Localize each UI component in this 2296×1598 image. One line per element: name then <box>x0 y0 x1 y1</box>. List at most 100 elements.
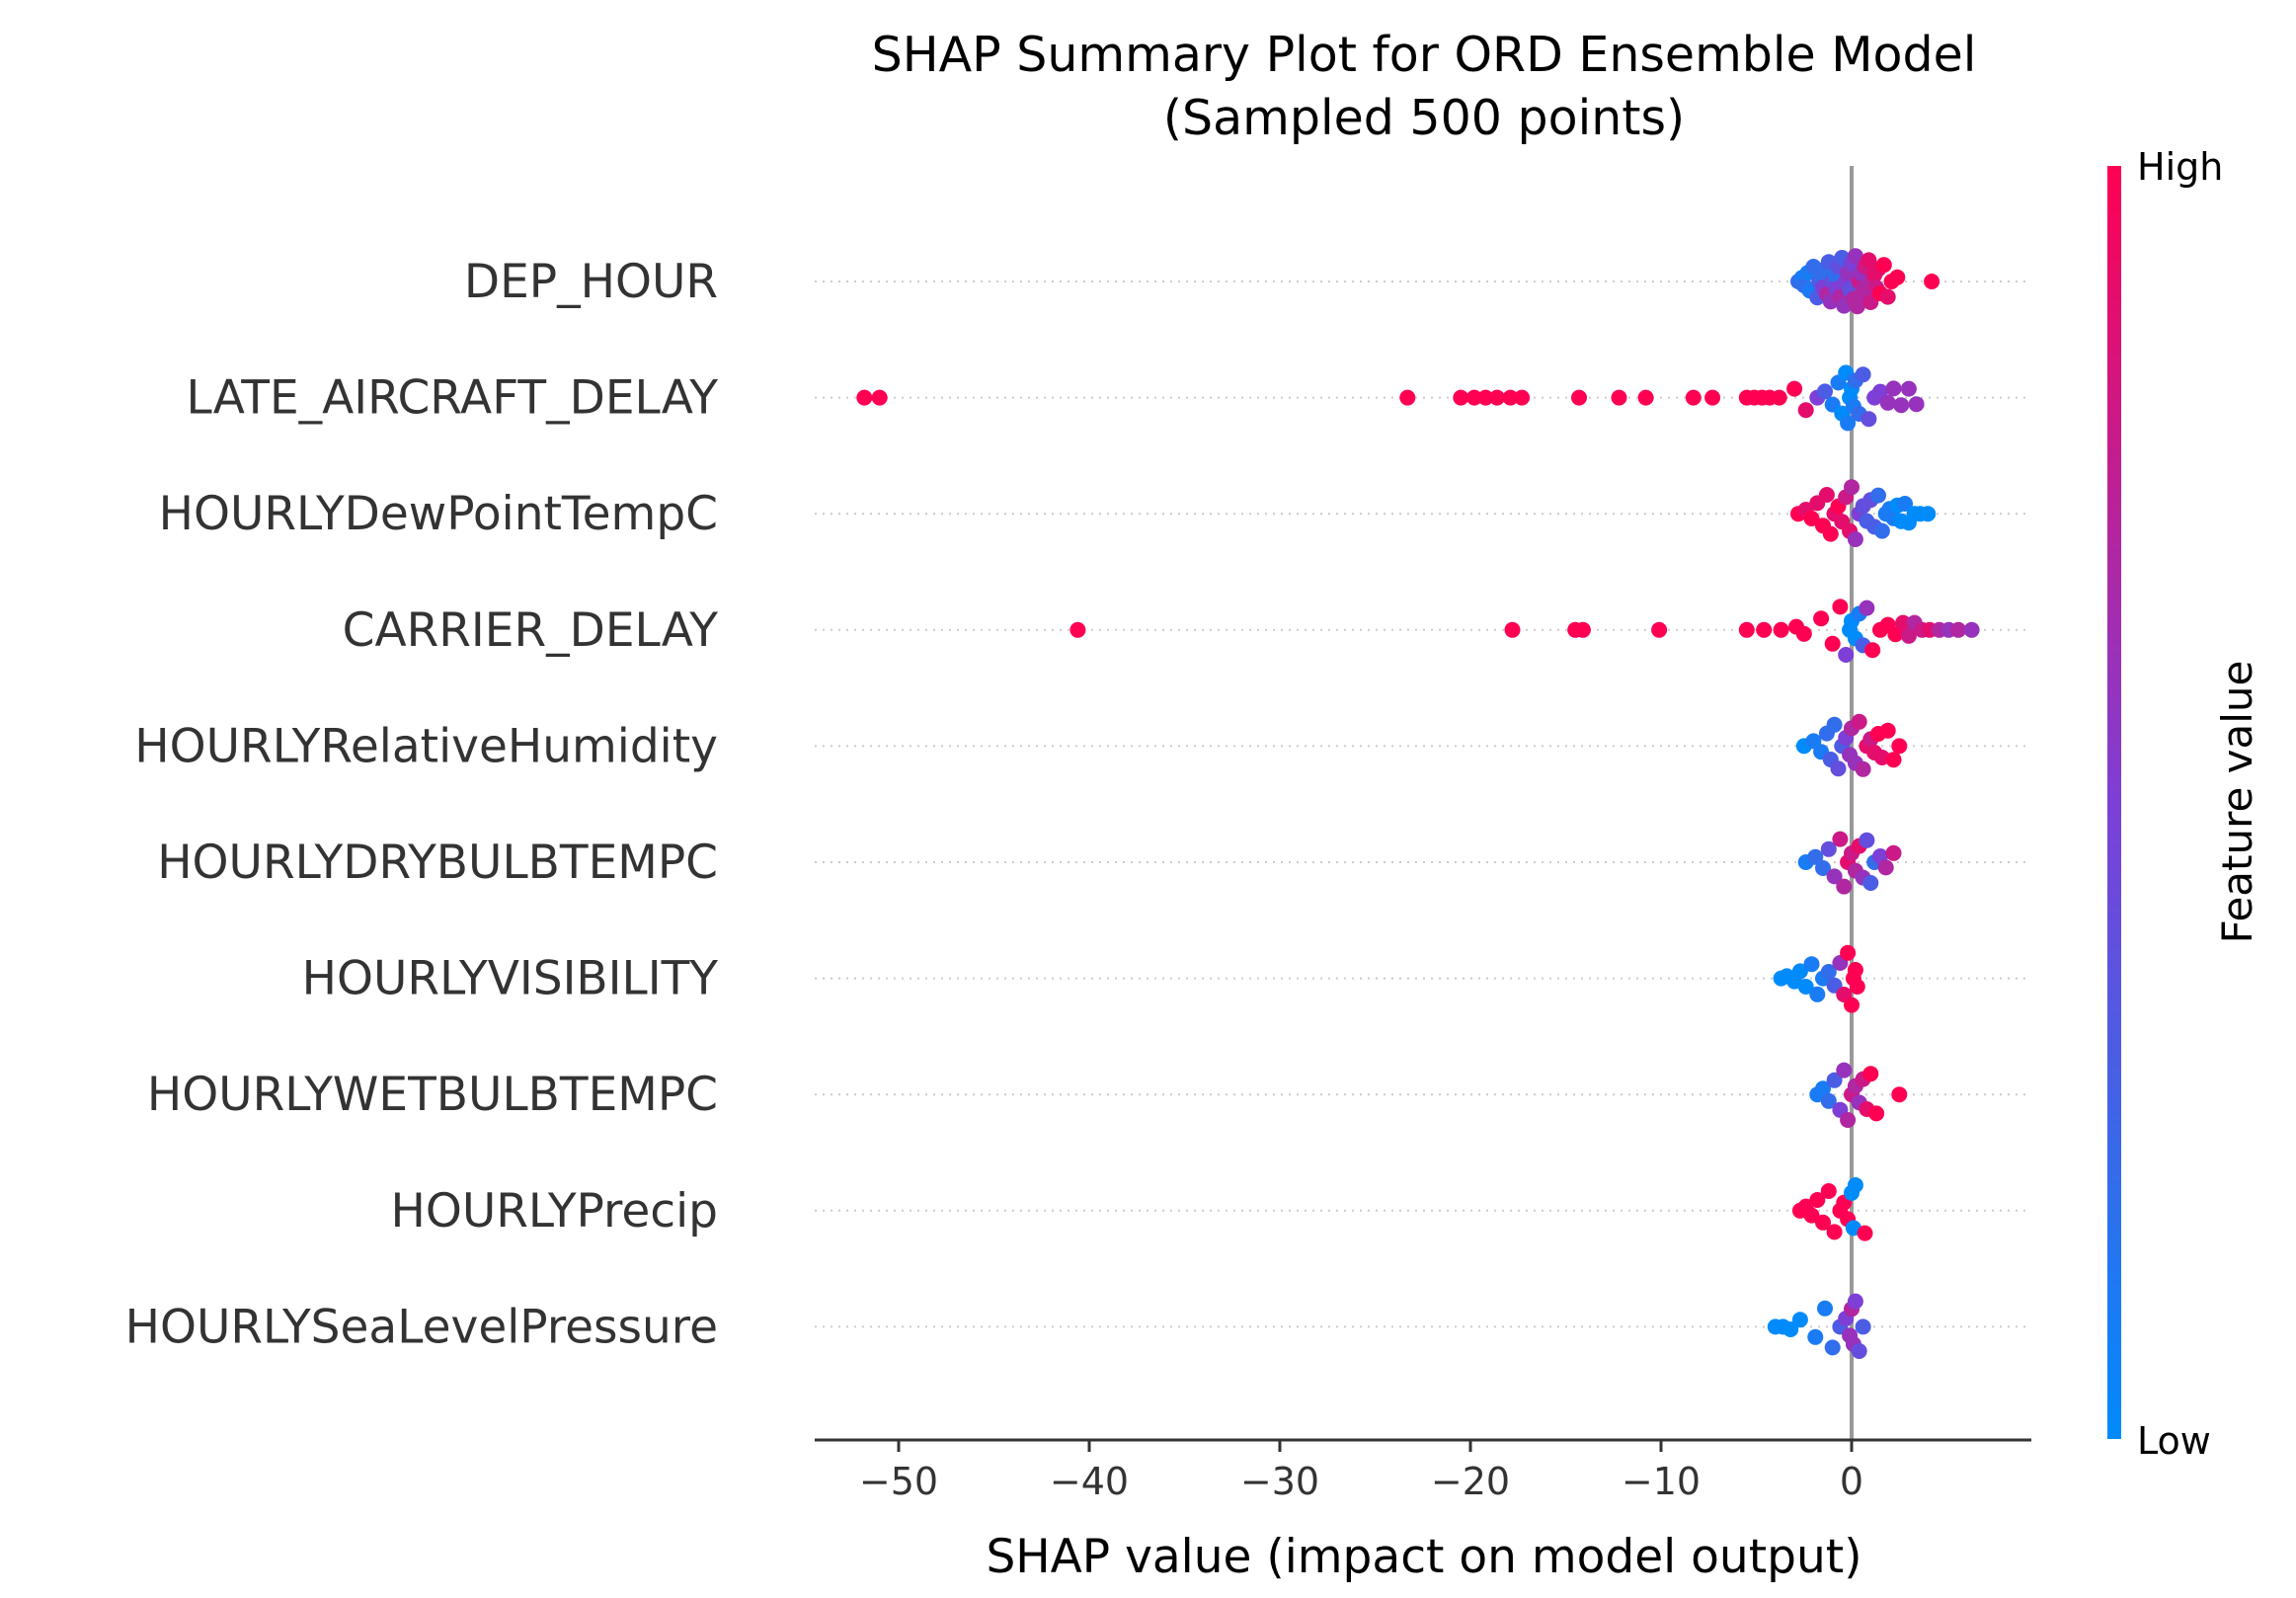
shap-point-carrier-delay <box>1824 635 1841 652</box>
shap-point-hourlywetbulbtempc <box>1815 1080 1831 1097</box>
shap-point-hourlysealevelpressure <box>1824 1339 1841 1356</box>
shap-point-hourlysealevelpressure <box>1855 1318 1871 1335</box>
shap-point-hourlyvisibility <box>1820 964 1837 980</box>
shap-point-carrier-delay <box>1069 621 1086 638</box>
feature-label-hourlydewpointtempc: HOURLYDewPointTempC <box>159 487 718 541</box>
shap-point-hourlywetbulbtempc <box>1826 1072 1843 1088</box>
plot-area: DEP_HOUR LATE_AIRCRAFT_DELAY HOURLYDewPoin… <box>125 166 2031 1440</box>
shap-point-hourlyvisibility <box>1844 997 1860 1013</box>
feature-label-hourlyrelativehumidity: HOURLYRelativeHumidity <box>134 719 718 773</box>
x-axis-title: SHAP value (impact on model output) <box>986 1530 1861 1584</box>
feature-label-late-aircraft-delay: LATE_AIRCRAFT_DELAY <box>186 371 718 426</box>
shap-point-carrier-delay <box>1887 626 1904 643</box>
chart-title-line-1: SHAP Summary Plot for ORD Ensemble Model <box>872 27 1977 83</box>
shap-point-carrier-delay <box>1859 599 1875 616</box>
shap-point-hourlydewpointtempc <box>1873 522 1890 539</box>
shap-point-carrier-delay <box>1651 621 1668 638</box>
x-tick-label: −50 <box>859 1460 938 1503</box>
shap-point-dep-hour <box>1875 257 1892 274</box>
shap-point-late-aircraft-delay <box>1685 389 1702 406</box>
shap-point-dep-hour <box>1847 248 1863 265</box>
shap-point-late-aircraft-delay <box>1502 389 1519 406</box>
shap-point-late-aircraft-delay <box>1571 389 1587 406</box>
shap-point-hourlyvisibility <box>1840 944 1857 961</box>
feature-label-hourlydrybulbtempc: HOURLYDRYBULBTEMPC <box>157 836 718 890</box>
shap-point-hourlyvisibility <box>1849 979 1865 995</box>
shap-point-carrier-delay <box>1963 621 1980 638</box>
shap-point-hourlywetbulbtempc <box>1891 1086 1908 1103</box>
colorbar-high-label: High <box>2137 145 2223 189</box>
shap-point-dep-hour <box>1849 298 1865 315</box>
shap-point-hourlydewpointtempc <box>1822 525 1839 542</box>
shap-point-hourlydrybulbtempc <box>1877 859 1894 876</box>
shap-point-carrier-delay <box>1900 627 1917 644</box>
shap-point-late-aircraft-delay <box>1611 389 1627 406</box>
shap-point-carrier-delay <box>1738 621 1755 638</box>
shap-point-hourlyprecip <box>1803 1207 1820 1224</box>
shap-point-late-aircraft-delay <box>856 389 873 406</box>
shap-point-late-aircraft-delay <box>1855 366 1871 383</box>
shap-point-late-aircraft-delay <box>1900 380 1917 397</box>
shap-point-carrier-delay <box>1895 614 1912 631</box>
shap-point-late-aircraft-delay <box>1879 394 1896 411</box>
shap-point-carrier-delay <box>1773 621 1789 638</box>
shap-point-late-aircraft-delay <box>1399 389 1416 406</box>
shap-point-carrier-delay <box>1574 621 1591 638</box>
shap-point-hourlyvisibility <box>1809 986 1826 1002</box>
shap-point-hourlyprecip <box>1826 1224 1843 1240</box>
shap-point-late-aircraft-delay <box>1861 411 1877 428</box>
shap-point-late-aircraft-delay <box>1786 380 1803 397</box>
feature-label-hourlyvisibility: HOURLYVISIBILITY <box>302 952 719 1006</box>
shap-point-late-aircraft-delay <box>1465 389 1482 406</box>
shap-point-carrier-delay <box>1504 621 1521 638</box>
shap-point-hourlyprecip <box>1857 1225 1873 1241</box>
shap-point-hourlyprecip <box>1809 1192 1826 1208</box>
shap-point-late-aircraft-delay <box>1840 415 1857 432</box>
shap-point-carrier-delay <box>1950 621 1967 638</box>
shap-point-hourlydrybulbtempc <box>1859 832 1875 848</box>
shap-point-hourlydewpointtempc <box>1847 531 1863 547</box>
shap-point-hourlydrybulbtempc <box>1832 831 1849 847</box>
shap-point-hourlyvisibility <box>1847 962 1863 978</box>
x-tick-label: −30 <box>1240 1460 1319 1503</box>
shap-point-late-aircraft-delay <box>1817 383 1833 400</box>
chart-title-line-2: (Sampled 500 points) <box>1163 90 1685 146</box>
shap-point-hourlywetbulbtempc <box>1840 1112 1857 1128</box>
shap-point-hourlydrybulbtempc <box>1807 848 1824 865</box>
shap-point-hourlyprecip <box>1820 1183 1837 1199</box>
x-ticks: −50 −40 −30 −20 −10 0 <box>859 1440 1863 1503</box>
colorbar-title: Feature value <box>2213 661 2261 944</box>
shap-point-late-aircraft-delay <box>1908 396 1925 413</box>
shap-point-hourlydrybulbtempc <box>1862 875 1879 891</box>
shap-point-late-aircraft-delay <box>1797 402 1814 419</box>
shap-point-hourlysealevelpressure <box>1847 1293 1863 1310</box>
shap-point-hourlysealevelpressure <box>1782 1321 1799 1337</box>
shap-point-hourlysealevelpressure <box>1791 1312 1808 1328</box>
feature-label-carrier-delay: CARRIER_DELAY <box>343 603 719 658</box>
feature-label-hourlysealevelpressure: HOURLYSeaLevelPressure <box>125 1300 718 1354</box>
x-tick-label: −20 <box>1431 1460 1510 1503</box>
shap-point-hourlydewpointtempc <box>1870 487 1886 504</box>
shap-point-carrier-delay <box>1838 647 1855 663</box>
shap-point-hourlydewpointtempc <box>1803 511 1820 526</box>
shap-point-late-aircraft-delay <box>1771 389 1787 406</box>
shap-point-carrier-delay <box>1813 610 1830 627</box>
shap-point-hourlyrelativehumidity <box>1885 752 1902 768</box>
shap-point-carrier-delay <box>1756 621 1773 638</box>
feature-label-hourlywetbulbtempc: HOURLYWETBULBTEMPC <box>147 1068 718 1122</box>
shap-point-hourlysealevelpressure <box>1807 1328 1824 1345</box>
colorbar <box>2107 166 2121 1439</box>
shap-point-late-aircraft-delay <box>1885 380 1902 397</box>
shap-point-dep-hour <box>1924 274 1940 289</box>
shap-point-late-aircraft-delay <box>1893 397 1910 414</box>
shap-point-late-aircraft-delay <box>1872 383 1888 400</box>
shap-point-hourlydrybulbtempc <box>1826 868 1843 885</box>
shap-point-carrier-delay <box>1832 599 1849 615</box>
shap-point-hourlydrybulbtempc <box>1820 840 1837 857</box>
shap-point-hourlydrybulbtempc <box>1836 878 1853 895</box>
shap-point-hourlydewpointtempc <box>1920 506 1937 522</box>
feature-label-hourlyprecip: HOURLYPrecip <box>390 1184 718 1238</box>
shap-point-hourlyrelativehumidity <box>1855 760 1871 777</box>
shap-point-hourlydrybulbtempc <box>1815 860 1831 876</box>
